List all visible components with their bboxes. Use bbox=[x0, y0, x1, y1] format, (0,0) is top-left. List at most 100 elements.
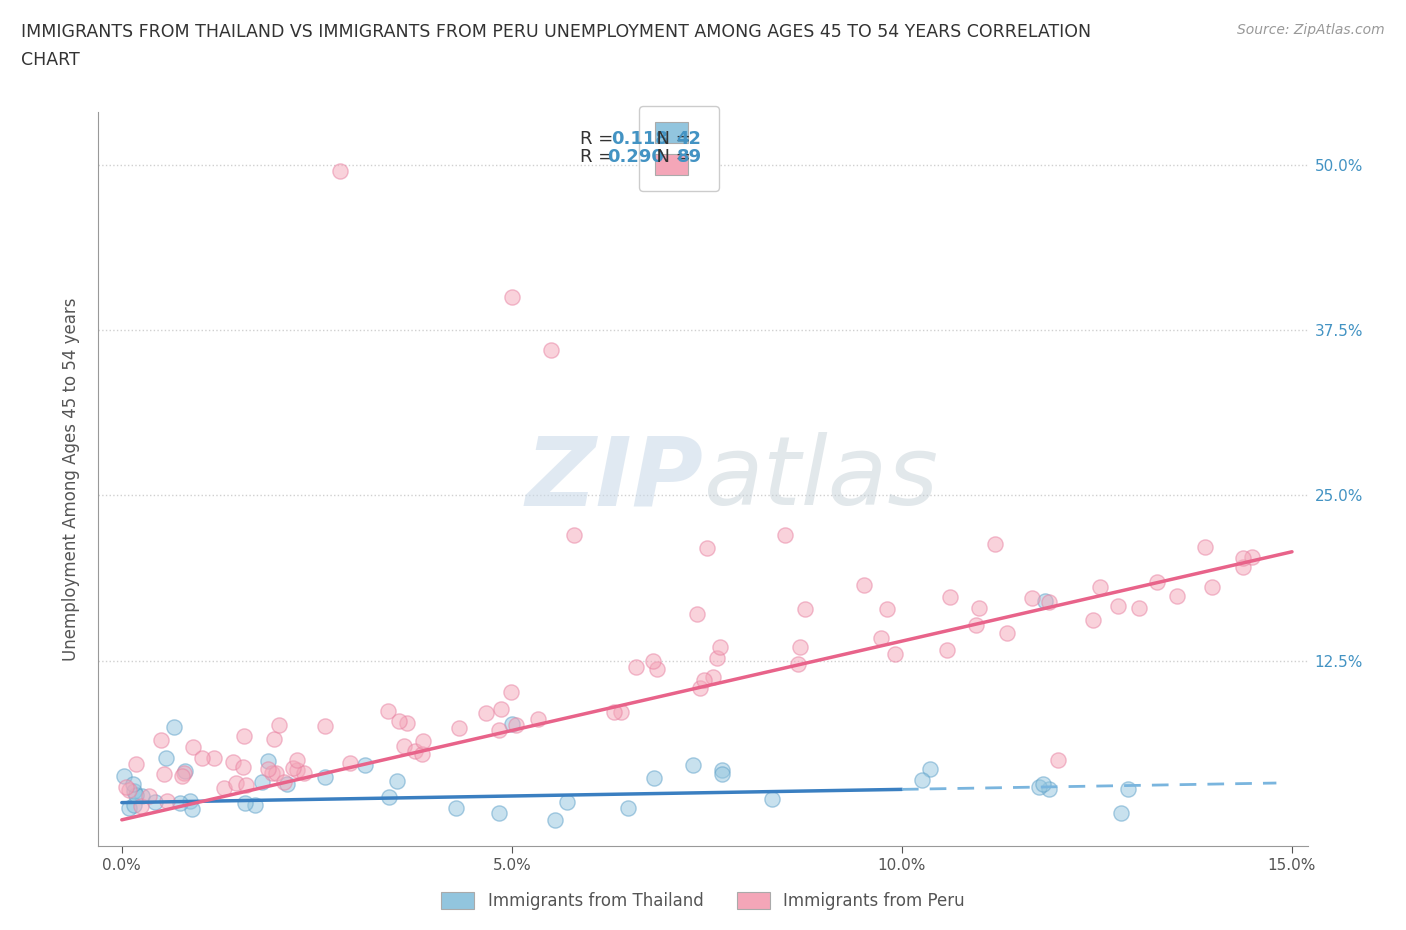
Point bbox=[250, 775, 273, 790]
Text: 0.290: 0.290 bbox=[607, 149, 665, 166]
Point bbox=[233, 729, 256, 744]
Text: N =: N = bbox=[645, 130, 696, 148]
Point bbox=[787, 657, 810, 671]
Point bbox=[181, 739, 204, 754]
Point bbox=[1021, 591, 1043, 605]
Text: 0.118: 0.118 bbox=[612, 130, 668, 148]
Point bbox=[984, 537, 1007, 551]
Point bbox=[936, 642, 959, 657]
Point bbox=[118, 783, 141, 798]
Point bbox=[1116, 781, 1139, 796]
Point bbox=[204, 751, 226, 765]
Point bbox=[129, 799, 152, 814]
Point bbox=[709, 640, 731, 655]
Point bbox=[232, 759, 254, 774]
Point bbox=[339, 756, 361, 771]
Legend: , : , bbox=[640, 106, 718, 191]
Point bbox=[710, 766, 733, 781]
Point bbox=[212, 780, 235, 795]
Point bbox=[138, 789, 160, 804]
Point bbox=[122, 783, 145, 798]
Point bbox=[702, 670, 724, 684]
Point bbox=[883, 646, 905, 661]
Point bbox=[603, 704, 626, 719]
Point bbox=[155, 751, 177, 765]
Point bbox=[501, 289, 523, 304]
Point bbox=[624, 659, 647, 674]
Point bbox=[262, 765, 284, 780]
Point bbox=[1166, 589, 1188, 604]
Point bbox=[853, 578, 876, 592]
Point bbox=[505, 717, 527, 732]
Point bbox=[1090, 579, 1112, 594]
Point bbox=[267, 718, 290, 733]
Point bbox=[172, 768, 194, 783]
Point bbox=[112, 769, 135, 784]
Text: Source: ZipAtlas.com: Source: ZipAtlas.com bbox=[1237, 23, 1385, 37]
Point bbox=[276, 777, 298, 791]
Point bbox=[706, 651, 728, 666]
Point bbox=[643, 771, 665, 786]
Text: 42: 42 bbox=[676, 130, 702, 148]
Point bbox=[287, 763, 309, 777]
Point bbox=[939, 590, 962, 604]
Text: R =: R = bbox=[579, 149, 619, 166]
Point bbox=[555, 794, 578, 809]
Point bbox=[501, 716, 523, 731]
Point bbox=[385, 774, 408, 789]
Point bbox=[1128, 601, 1150, 616]
Point bbox=[617, 801, 640, 816]
Point bbox=[501, 684, 523, 699]
Point bbox=[1107, 599, 1129, 614]
Point bbox=[641, 653, 664, 668]
Point bbox=[396, 716, 419, 731]
Point bbox=[761, 791, 783, 806]
Point bbox=[488, 806, 510, 821]
Point bbox=[377, 704, 399, 719]
Point bbox=[404, 743, 426, 758]
Point bbox=[143, 794, 166, 809]
Point bbox=[283, 761, 305, 776]
Point bbox=[475, 706, 498, 721]
Point bbox=[388, 713, 411, 728]
Text: R =: R = bbox=[579, 130, 619, 148]
Text: 89: 89 bbox=[676, 149, 702, 166]
Point bbox=[1194, 539, 1216, 554]
Point bbox=[412, 734, 434, 749]
Point bbox=[314, 770, 336, 785]
Text: IMMIGRANTS FROM THAILAND VS IMMIGRANTS FROM PERU UNEMPLOYMENT AMONG AGES 45 TO 5: IMMIGRANTS FROM THAILAND VS IMMIGRANTS F… bbox=[21, 23, 1091, 41]
Point bbox=[163, 720, 186, 735]
Point bbox=[527, 711, 550, 726]
Point bbox=[488, 723, 510, 737]
Point bbox=[411, 747, 433, 762]
Point bbox=[287, 752, 309, 767]
Point bbox=[257, 762, 280, 777]
Point bbox=[693, 672, 716, 687]
Point bbox=[1028, 780, 1050, 795]
Point bbox=[1232, 559, 1254, 574]
Y-axis label: Unemployment Among Ages 45 to 54 years: Unemployment Among Ages 45 to 54 years bbox=[62, 298, 80, 660]
Point bbox=[118, 801, 141, 816]
Point bbox=[710, 763, 733, 777]
Point bbox=[294, 765, 316, 780]
Point bbox=[179, 793, 201, 808]
Point bbox=[235, 777, 257, 792]
Point bbox=[686, 606, 709, 621]
Point bbox=[121, 777, 143, 791]
Point bbox=[689, 681, 711, 696]
Point bbox=[233, 795, 256, 810]
Point bbox=[876, 602, 898, 617]
Point bbox=[153, 766, 176, 781]
Point bbox=[789, 639, 811, 654]
Point bbox=[245, 798, 267, 813]
Point bbox=[1033, 594, 1056, 609]
Point bbox=[354, 758, 377, 773]
Point bbox=[225, 776, 247, 790]
Point bbox=[257, 753, 280, 768]
Point bbox=[125, 788, 148, 803]
Point bbox=[264, 765, 287, 780]
Point bbox=[540, 342, 562, 357]
Text: ZIP: ZIP bbox=[524, 432, 703, 525]
Point bbox=[444, 801, 467, 816]
Point bbox=[918, 762, 941, 777]
